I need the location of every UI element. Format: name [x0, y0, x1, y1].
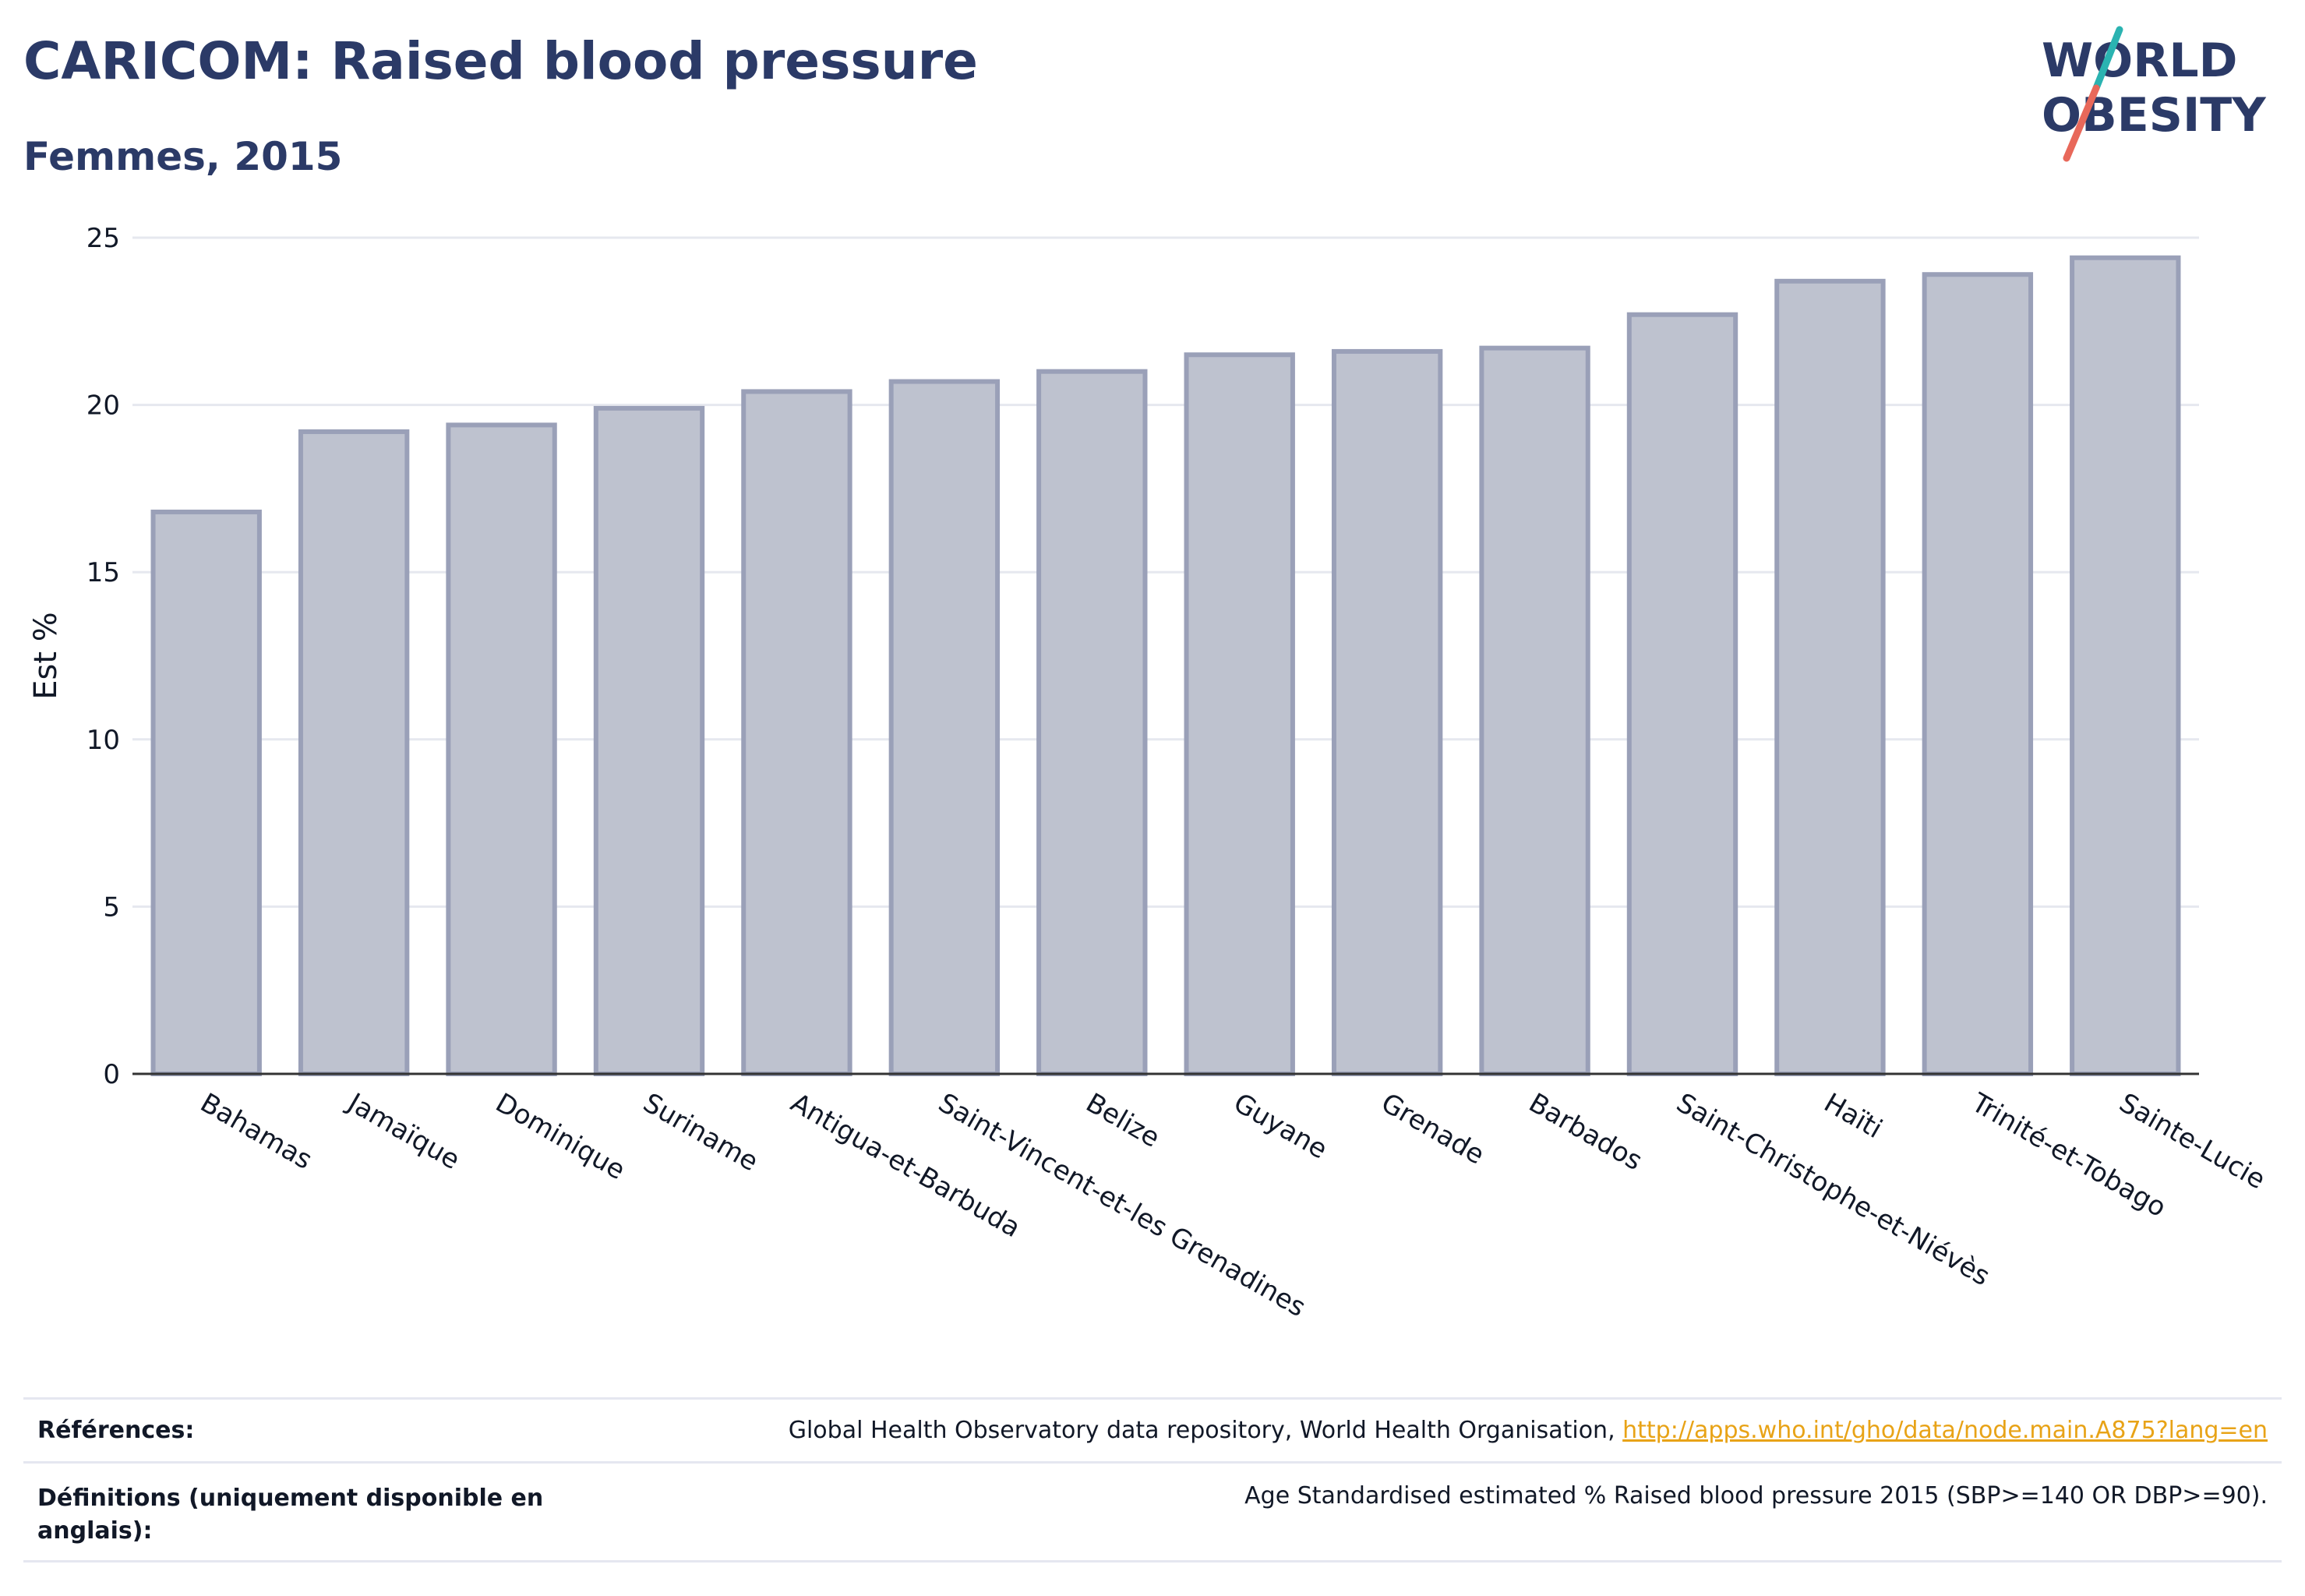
world-obesity-logo: WORLD OBESITY — [2042, 26, 2267, 162]
bar — [1331, 348, 1443, 1077]
bar — [1036, 369, 1148, 1076]
bar — [446, 422, 557, 1076]
bar — [1184, 352, 1295, 1077]
references-label: Références: — [37, 1417, 195, 1444]
y-tick-label: 5 — [103, 892, 120, 923]
bar — [1922, 272, 2034, 1076]
definitions-text: Age Standardised estimated % Raised bloo… — [1244, 1482, 2268, 1509]
x-tick-label: Belize — [1081, 1087, 1165, 1154]
y-tick-label: 15 — [86, 557, 120, 588]
bar — [2070, 255, 2181, 1077]
bar — [888, 379, 1001, 1076]
bar — [1479, 345, 1590, 1076]
definitions-label: Définitions (uniquement disponible en an… — [37, 1485, 544, 1545]
bar — [150, 509, 262, 1076]
bar — [741, 389, 852, 1076]
x-tick-label: Barbados — [1523, 1087, 1647, 1177]
bar-chart: 0 5 10 15 20 25 Est % Bahamas Jamaïque Dominique S… — [28, 223, 2271, 1323]
chart-title: CARICOM: Raised blood pressure — [23, 31, 978, 91]
x-tick-label: Dominique — [490, 1087, 630, 1186]
bar — [1774, 278, 1886, 1076]
references-row: Références: Global Health Observatory da… — [23, 1397, 2282, 1464]
x-tick-label: Guyane — [1228, 1087, 1333, 1165]
references-value: Global Health Observatory data repositor… — [789, 1417, 2268, 1444]
x-tick-label: Suriname — [638, 1087, 764, 1178]
bar — [1626, 312, 1738, 1076]
bar — [593, 405, 705, 1076]
y-tick-label: 0 — [103, 1059, 120, 1090]
x-tick-label: Bahamas — [195, 1087, 317, 1176]
bar — [298, 429, 410, 1076]
x-tick-label: Haïti — [1819, 1087, 1887, 1145]
y-axis-title: Est % — [28, 612, 64, 700]
x-tick-label: Jamaïque — [341, 1086, 465, 1176]
definitions-row: Définitions (uniquement disponible en an… — [23, 1461, 2282, 1562]
references-text: Global Health Observatory data repositor… — [788, 1417, 1623, 1444]
y-tick-label: 10 — [86, 725, 120, 756]
chart-subtitle: Femmes, 2015 — [23, 134, 343, 179]
logo-line-1: WORLD — [2042, 34, 2237, 88]
x-tick-label: Grenade — [1376, 1087, 1490, 1171]
logo-slash-bottom — [2063, 84, 2100, 162]
y-tick-label: 20 — [86, 390, 120, 422]
logo-slash-top — [2092, 26, 2123, 92]
y-tick-label: 25 — [86, 223, 120, 254]
references-link[interactable]: http://apps.who.int/gho/data/node.main.A… — [1622, 1417, 2268, 1444]
